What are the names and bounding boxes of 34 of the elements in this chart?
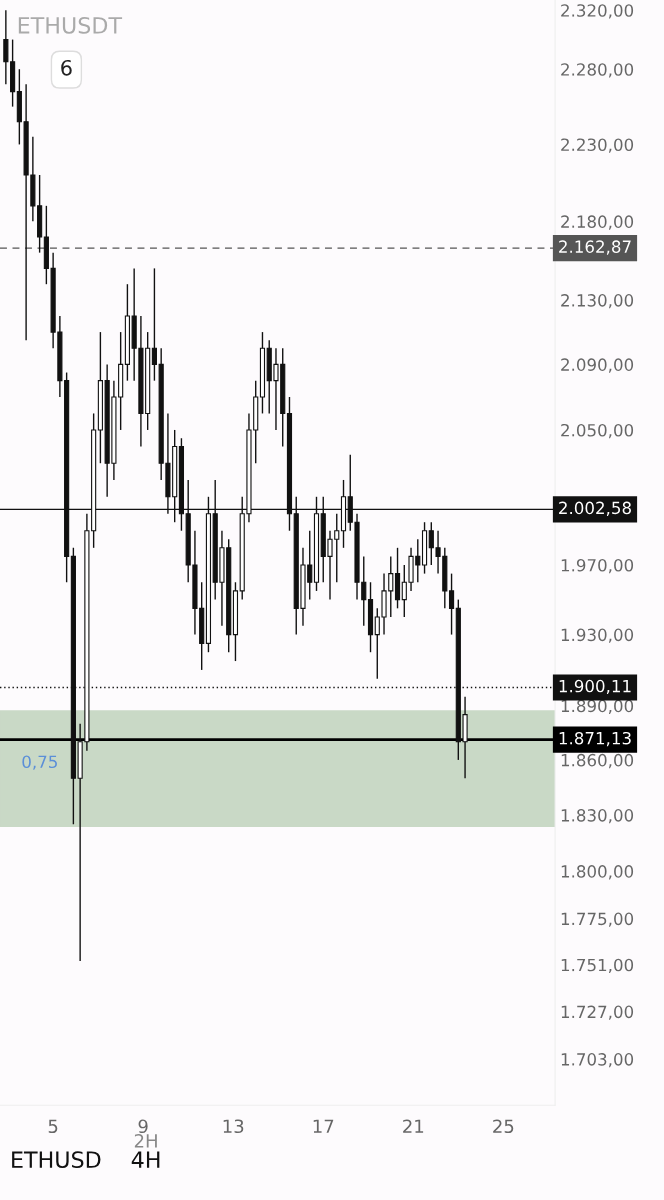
y-tick-label: 2.280,00 [561,63,634,78]
y-tick-label: 1.703,00 [561,1053,634,1068]
annotation: 0,75 [22,755,57,770]
ref-line-label: 2.002,58 [559,501,631,516]
x-tick-label: 9 [138,1119,148,1134]
candlestick [448,572,455,636]
x-tick-label: 5 [48,1119,58,1134]
y-tick-label: 1.800,00 [561,865,634,880]
text: 2H [134,1133,157,1148]
x-tick-label: 25 [493,1119,514,1134]
annotation: 6 [61,59,72,76]
y-tick-label: 2.230,00 [561,138,634,153]
y-tick-label: 1.751,00 [561,958,634,974]
y-tick-label: 2.320,00 [561,4,634,19]
ref-line-label: 1.871,13 [559,731,631,747]
y-tick-label: 2.130,00 [561,294,634,309]
y-tick-label: 2.090,00 [561,358,634,373]
y-tick-label: 1.890,00 [561,699,634,714]
y-tick-label: 1.727,00 [561,1005,634,1020]
ref-line-label: 1.900,11 [559,679,631,695]
y-tick-label: 2.180,00 [561,215,634,230]
x-tick-label: 17 [313,1119,334,1133]
y-tick-label: 1.930,00 [561,628,634,643]
text: ETHUSDT [18,16,123,34]
x-tick-label: 21 [403,1119,424,1133]
x-tick-label: 13 [223,1119,244,1134]
y-tick-label: 2.050,00 [561,423,634,439]
y-tick-label: 1.830,00 [561,809,634,824]
text: 4H [131,1151,160,1168]
y-tick-label: 1.775,00 [561,912,634,927]
text: ETHUSD [12,1151,101,1169]
y-tick-label: 1.860,00 [561,753,634,769]
y-tick-label: 1.970,00 [561,558,634,574]
ref-line-label: 2.162,87 [559,240,631,255]
